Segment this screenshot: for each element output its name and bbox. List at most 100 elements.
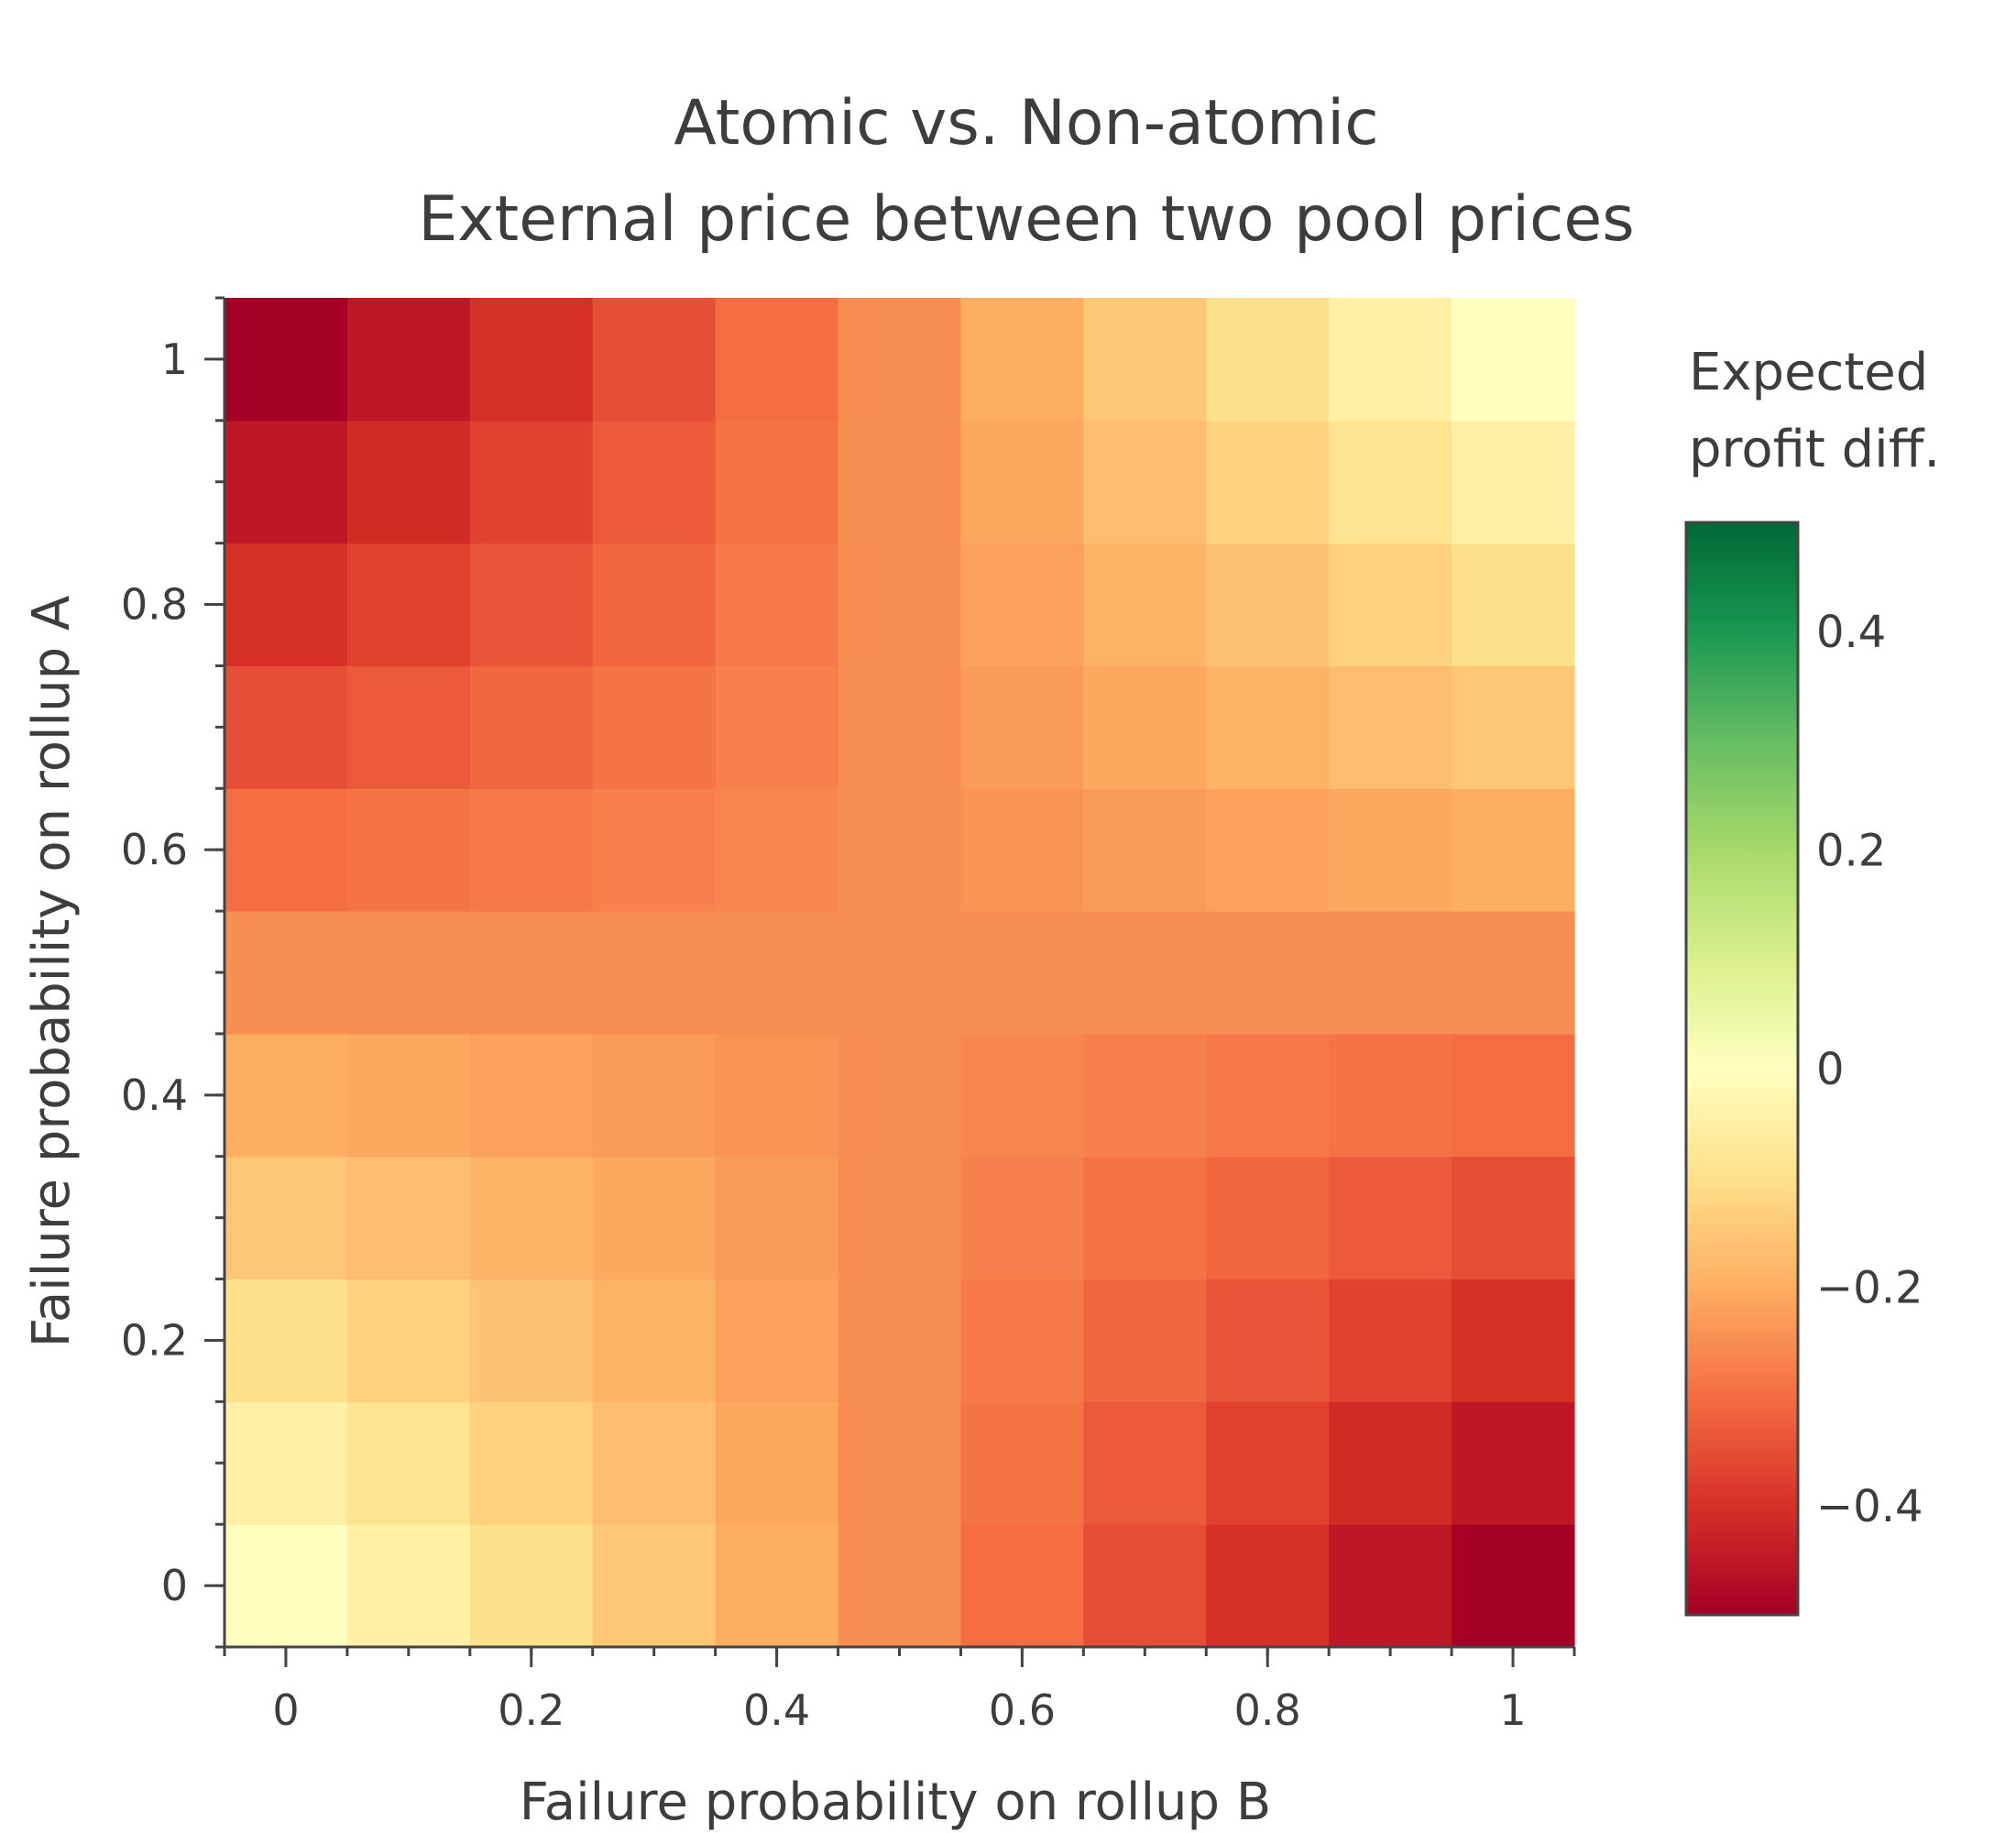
heatmap-cell bbox=[1206, 1033, 1330, 1158]
heatmap-cell bbox=[838, 1279, 962, 1402]
heatmap-cell bbox=[592, 1401, 717, 1525]
heatmap-cell bbox=[346, 911, 471, 1035]
heatmap-cell bbox=[960, 420, 1084, 544]
heatmap-cell bbox=[225, 420, 348, 544]
axes: 0 0.2 0.4 0.6 0.8 1 0 0.2 0.4 0.6 0.8 1 bbox=[121, 296, 1576, 1735]
heatmap-cell bbox=[1206, 665, 1330, 789]
heatmap-cell bbox=[592, 1156, 717, 1280]
heatmap-cell bbox=[592, 665, 717, 789]
heatmap-cell bbox=[715, 1033, 839, 1158]
heatmap-cell bbox=[1083, 1033, 1207, 1158]
heatmap-cell bbox=[346, 1401, 471, 1525]
chart-title: Atomic vs. Non-atomic bbox=[674, 87, 1379, 159]
heatmap-cell bbox=[592, 911, 717, 1035]
heatmap-cell bbox=[1329, 911, 1452, 1035]
heatmap-cell bbox=[346, 1033, 471, 1158]
colorbar: 0.4 0.2 0 −0.2 −0.4 bbox=[1684, 521, 1923, 1617]
heatmap-cell bbox=[715, 788, 839, 912]
heatmap-cell bbox=[1083, 420, 1207, 544]
heatmap-cell bbox=[1329, 1524, 1452, 1648]
heatmap-cell bbox=[469, 788, 594, 912]
chart-subtitle: External price between two pool prices bbox=[418, 183, 1635, 256]
heatmap-cell bbox=[960, 1401, 1084, 1525]
heatmap-cell bbox=[469, 420, 594, 544]
heatmap-cell bbox=[346, 1524, 471, 1648]
colorbar-tick-label: 0 bbox=[1816, 1044, 1845, 1095]
heatmap-cell bbox=[225, 1156, 348, 1280]
y-tick-label: 1 bbox=[161, 335, 188, 384]
heatmap-cell bbox=[592, 543, 717, 667]
heatmap-cell bbox=[715, 1156, 839, 1280]
heatmap-cell bbox=[838, 1401, 962, 1525]
heatmap-cell bbox=[715, 1524, 839, 1648]
heatmap-cell bbox=[225, 1524, 348, 1648]
heatmap-cell bbox=[1452, 665, 1575, 789]
heatmap-cell bbox=[1452, 543, 1575, 667]
heatmap-cell bbox=[1452, 1156, 1575, 1280]
heatmap-cell bbox=[1329, 665, 1452, 789]
heatmap-cell bbox=[1083, 788, 1207, 912]
heatmap-cell bbox=[960, 1279, 1084, 1402]
x-tick-label: 1 bbox=[1499, 1685, 1526, 1735]
heatmap-cell bbox=[1206, 1401, 1330, 1525]
heatmap-cell bbox=[469, 1156, 594, 1280]
y-tick-label: 0.8 bbox=[121, 580, 188, 630]
x-tick-label: 0.4 bbox=[743, 1685, 810, 1735]
heatmap-cell bbox=[225, 1033, 348, 1158]
heatmap-cell bbox=[225, 1279, 348, 1402]
heatmap-cell bbox=[1206, 543, 1330, 667]
heatmap-cell bbox=[346, 788, 471, 912]
y-tick-label: 0.2 bbox=[121, 1315, 188, 1365]
heatmap-cell bbox=[1083, 1401, 1207, 1525]
x-tick-label: 0.8 bbox=[1234, 1685, 1301, 1735]
heatmap-cell bbox=[1206, 1279, 1330, 1402]
heatmap-cell bbox=[469, 298, 594, 422]
heatmap-cell bbox=[1083, 1524, 1207, 1648]
heatmap-cell bbox=[1206, 788, 1330, 912]
heatmap-cell bbox=[1452, 1033, 1575, 1158]
heatmap-cell bbox=[346, 1156, 471, 1280]
heatmap-cell bbox=[469, 1401, 594, 1525]
heatmap-cell bbox=[1329, 788, 1452, 912]
heatmap-cell bbox=[960, 543, 1084, 667]
y-tick-label: 0.4 bbox=[121, 1070, 188, 1120]
heatmap-cell bbox=[1452, 298, 1575, 422]
heatmap-cell bbox=[960, 788, 1084, 912]
heatmap-cell bbox=[1083, 543, 1207, 667]
heatmap-cell bbox=[960, 911, 1084, 1035]
heatmap-cell bbox=[469, 543, 594, 667]
heatmap-cell bbox=[592, 788, 717, 912]
heatmap-cell bbox=[346, 543, 471, 667]
y-tick-label: 0 bbox=[161, 1561, 188, 1610]
heatmap-cell bbox=[1329, 1279, 1452, 1402]
heatmap-cell bbox=[1329, 1401, 1452, 1525]
colorbar-title-line-2: profit diff. bbox=[1689, 420, 1941, 479]
colorbar-title: Expected profit diff. bbox=[1689, 335, 1940, 488]
heatmap-cell bbox=[1329, 1033, 1452, 1158]
heatmap-cell bbox=[838, 911, 962, 1035]
heatmap-cell bbox=[346, 420, 471, 544]
heatmap-cell bbox=[838, 1524, 962, 1648]
heatmap-cell bbox=[592, 1033, 717, 1158]
colorbar-tick-label: −0.2 bbox=[1816, 1262, 1923, 1313]
heatmap-cell bbox=[1452, 420, 1575, 544]
heatmap-cell bbox=[1329, 543, 1452, 667]
y-axis-label: Failure probability on rollup A bbox=[22, 596, 82, 1348]
colorbar-tick-label: −0.4 bbox=[1816, 1481, 1923, 1532]
heatmap-cell bbox=[1452, 1401, 1575, 1525]
heatmap-cell bbox=[960, 298, 1084, 422]
heatmap-cell bbox=[715, 543, 839, 667]
heatmap-cell bbox=[1206, 911, 1330, 1035]
heatmap-cell bbox=[1083, 1279, 1207, 1402]
heatmap-cell bbox=[592, 298, 717, 422]
heatmap-cell bbox=[469, 911, 594, 1035]
heatmap-cell bbox=[1452, 1524, 1575, 1648]
heatmap-cell bbox=[715, 665, 839, 789]
heatmap-cell bbox=[1329, 420, 1452, 544]
x-tick-label: 0.2 bbox=[498, 1685, 564, 1735]
y-tick-label: 0.6 bbox=[121, 825, 188, 874]
heatmap-cell bbox=[838, 543, 962, 667]
heatmap-cell bbox=[960, 1033, 1084, 1158]
heatmap-cell bbox=[225, 788, 348, 912]
heatmap-cell bbox=[1206, 420, 1330, 544]
